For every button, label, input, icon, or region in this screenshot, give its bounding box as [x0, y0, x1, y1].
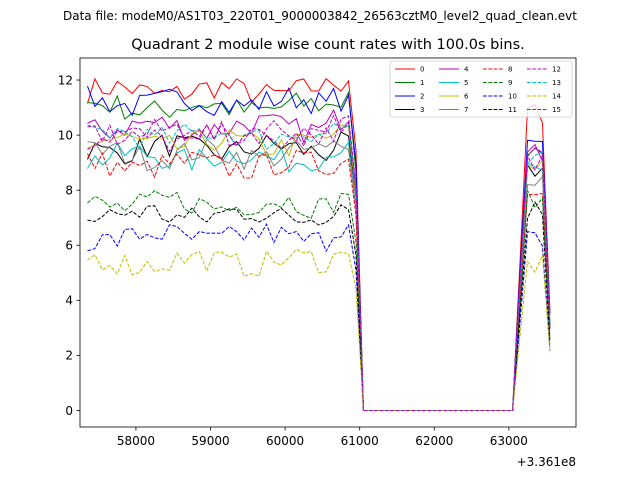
legend-label-5: 5 [464, 79, 468, 87]
y-tick-label: 12 [58, 73, 73, 87]
legend-label-9: 9 [508, 79, 512, 87]
legend-label-1: 1 [420, 79, 424, 87]
legend-label-2: 2 [420, 93, 424, 101]
legend-label-10: 10 [508, 93, 517, 101]
x-tick-label: 59000 [191, 434, 229, 448]
series-line-12 [87, 114, 551, 411]
legend-label-12: 12 [552, 66, 561, 74]
series-layer [86, 77, 551, 411]
x-tick-label: 61000 [341, 434, 379, 448]
x-tick-label: 58000 [117, 434, 155, 448]
series-line-15 [87, 115, 551, 411]
y-tick-label: 0 [65, 404, 73, 418]
legend-label-14: 14 [552, 93, 561, 101]
series-line-13 [87, 122, 551, 411]
legend-label-11: 11 [508, 106, 517, 114]
legend-box [389, 60, 573, 118]
suptitle: Data file: modeM0/AS1T03_220T01_90000038… [63, 9, 577, 23]
series-line-10 [87, 222, 551, 411]
y-tick-label: 10 [58, 128, 73, 142]
legend-label-6: 6 [464, 93, 469, 101]
y-tick-label: 6 [65, 239, 73, 253]
legend-label-0: 0 [420, 66, 424, 74]
legend-label-3: 3 [420, 106, 424, 114]
y-tick-label: 8 [65, 183, 73, 197]
series-line-11 [87, 200, 551, 411]
legend-label-7: 7 [464, 106, 468, 114]
legend-label-13: 13 [552, 79, 561, 87]
y-tick-label: 4 [65, 294, 73, 308]
axes-frame [79, 57, 577, 428]
x-tick-label: 62000 [415, 434, 453, 448]
x-tick-label: 63000 [490, 434, 528, 448]
x-offset-label: +3.361e8 [517, 455, 576, 469]
y-tick-label: 2 [65, 349, 73, 363]
legend-label-4: 4 [464, 66, 469, 74]
legend-label-8: 8 [508, 66, 512, 74]
chart-title: Quadrant 2 module wise count rates with … [131, 37, 525, 53]
x-tick-label: 60000 [266, 434, 304, 448]
legend-label-15: 15 [552, 106, 561, 114]
